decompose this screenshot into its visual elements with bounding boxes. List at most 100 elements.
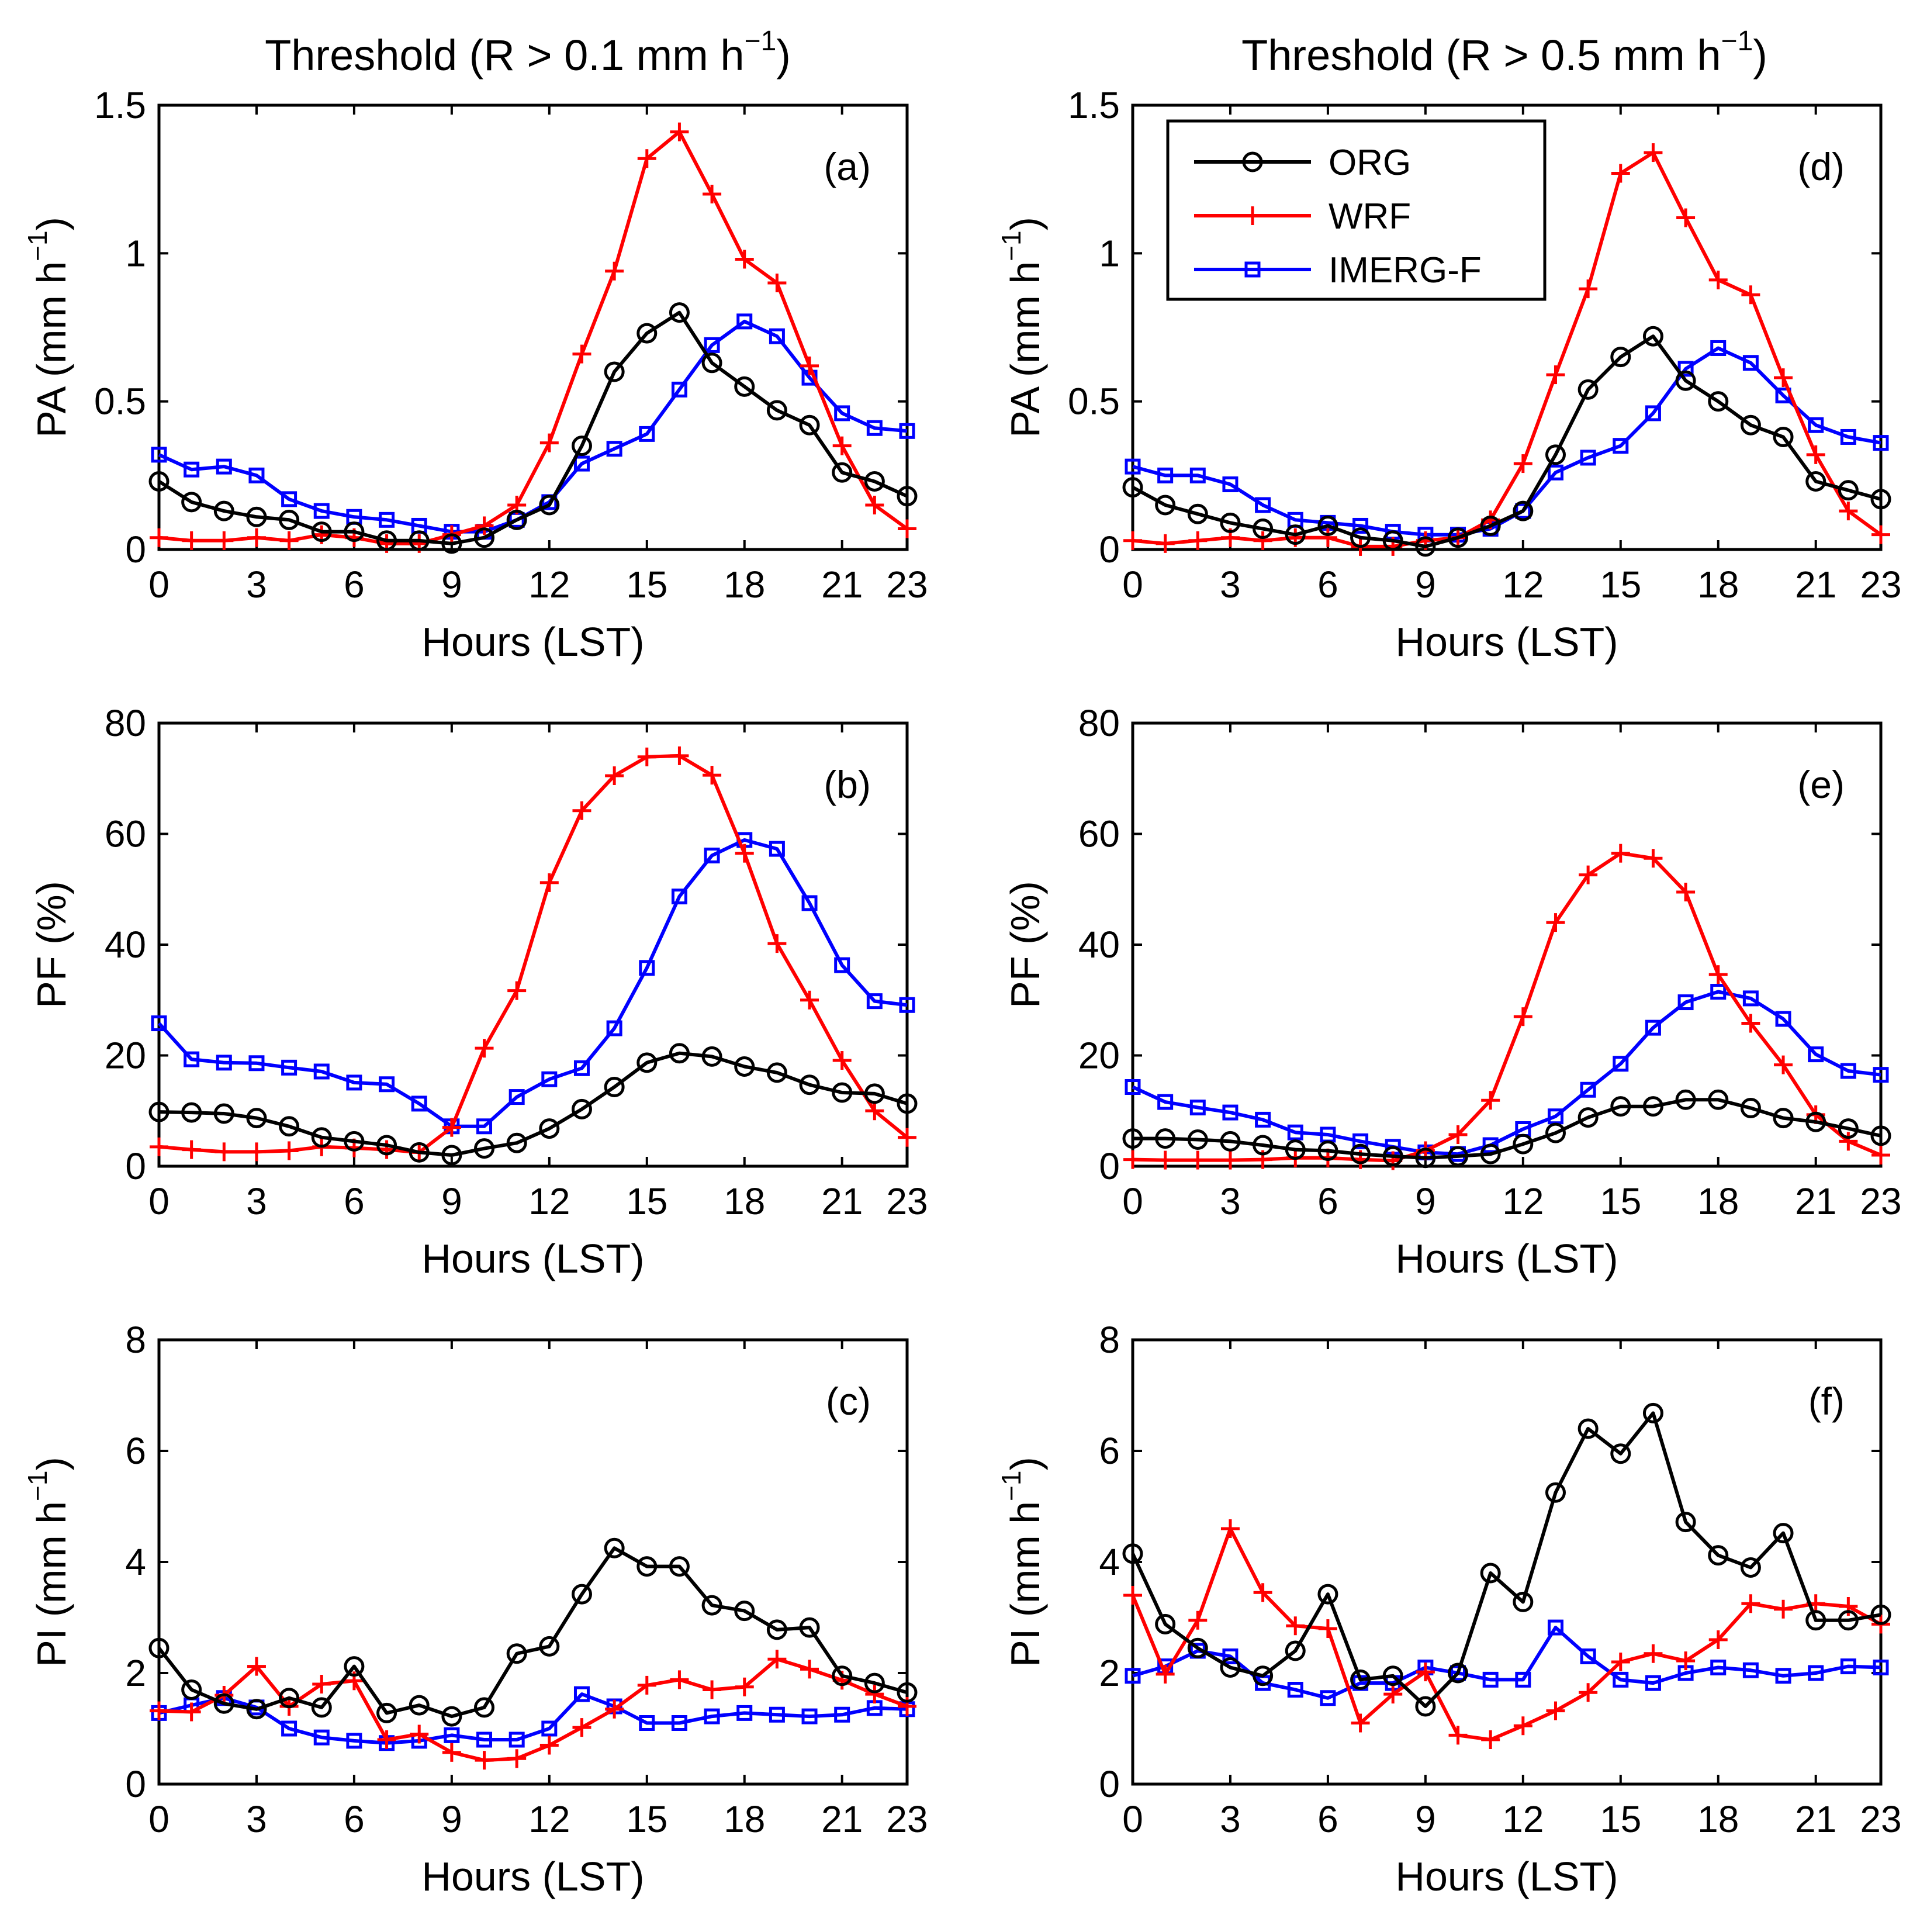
x-tick-label: 0 <box>1122 1180 1143 1222</box>
x-tick-label: 9 <box>441 564 462 606</box>
data-point <box>311 1127 332 1148</box>
data-point <box>1187 503 1208 524</box>
data-point <box>701 352 722 374</box>
data-point <box>1320 1690 1336 1706</box>
data-point <box>701 1046 722 1067</box>
data-point <box>1740 1098 1761 1119</box>
data-point <box>832 1082 853 1103</box>
data-point <box>1317 1584 1338 1605</box>
data-point <box>1740 1557 1761 1578</box>
data-point <box>897 1093 918 1114</box>
series-line <box>157 838 908 1128</box>
data-point <box>1220 1131 1241 1152</box>
data-point <box>1710 340 1727 356</box>
data-point <box>1481 1091 1500 1110</box>
x-tick-label: 9 <box>1415 1180 1436 1222</box>
data-point <box>865 1101 884 1121</box>
data-point <box>898 1128 916 1147</box>
y-tick-label: 6 <box>125 1430 146 1472</box>
data-point <box>767 274 787 292</box>
panel-d: 0 3 6 9 12 15 18 21 23 0 0.5 1 1.5 Hours (LST) PA (mm … <box>996 84 1902 665</box>
data-point <box>1577 379 1599 400</box>
data-point <box>801 1708 818 1724</box>
data-point <box>1188 531 1208 550</box>
data-point <box>897 1682 918 1703</box>
x-axis-label: Hours (LST) <box>421 1236 644 1281</box>
data-point <box>669 1043 690 1064</box>
data-point <box>1708 1089 1729 1110</box>
data-point <box>1742 990 1759 1007</box>
y-axis-label: PF (%) <box>1002 881 1048 1008</box>
data-point <box>476 1118 493 1135</box>
data-point <box>1740 414 1761 436</box>
x-axis-label: Hours (LST) <box>1395 1236 1618 1281</box>
data-point <box>866 993 883 1010</box>
data-point <box>1513 1591 1534 1612</box>
data-point <box>1579 865 1598 884</box>
data-point <box>1547 1619 1563 1636</box>
x-tick-label: 3 <box>1220 564 1241 606</box>
data-point <box>181 1679 202 1700</box>
data-point <box>864 1672 885 1693</box>
data-point <box>800 1660 819 1679</box>
data-point <box>1122 1128 1143 1149</box>
data-point <box>832 436 852 455</box>
data-point <box>1220 1657 1241 1678</box>
column-title-right: Threshold (R > 0.5 mm h−1) <box>1241 26 1767 80</box>
data-point <box>246 1699 267 1720</box>
data-point <box>184 1051 200 1067</box>
data-point <box>1708 965 1728 984</box>
x-tick-label: 21 <box>1795 1798 1836 1840</box>
data-point <box>1220 512 1241 533</box>
data-point <box>1577 1107 1599 1128</box>
x-tick-label: 6 <box>1317 564 1338 606</box>
y-axis-label: PI (mm h−1) <box>22 1457 74 1667</box>
data-point <box>573 1060 590 1076</box>
series-line <box>157 1546 908 1719</box>
data-point <box>1122 477 1143 498</box>
x-tick-label: 15 <box>1600 564 1641 606</box>
data-point <box>1710 1660 1727 1675</box>
data-point <box>151 447 167 463</box>
y-tick-label: 40 <box>1078 924 1120 966</box>
data-point <box>441 1145 462 1166</box>
data-point <box>1382 1146 1403 1167</box>
data-point <box>1382 530 1403 551</box>
y-axis-label: PA (mm h−1) <box>996 217 1048 438</box>
x-tick-label: 3 <box>246 1798 267 1840</box>
data-point <box>151 1015 167 1032</box>
y-tick-label: 0.5 <box>1068 381 1120 423</box>
data-point <box>313 1063 330 1080</box>
data-point <box>1415 1696 1436 1717</box>
x-tick-label: 6 <box>344 564 365 606</box>
y-tick-label: 0 <box>1099 1145 1120 1187</box>
data-point <box>1383 1685 1403 1704</box>
x-tick-label: 0 <box>1122 564 1143 606</box>
data-point <box>344 1131 365 1152</box>
data-point <box>1513 500 1534 521</box>
data-point <box>604 1077 625 1098</box>
x-tick-label: 9 <box>1415 564 1436 606</box>
data-point <box>1808 417 1824 433</box>
legend-item-org: ORG <box>1194 143 1411 183</box>
data-point <box>279 1688 300 1709</box>
data-point <box>1157 1094 1174 1110</box>
y-tick-label: 60 <box>1078 813 1120 855</box>
data-point <box>1838 1118 1859 1139</box>
x-tick-label: 18 <box>724 564 765 606</box>
data-point <box>704 1708 720 1724</box>
data-point <box>1480 1563 1501 1584</box>
data-point <box>1253 519 1274 540</box>
data-point <box>605 1699 624 1719</box>
data-point <box>899 997 915 1013</box>
data-point <box>1352 517 1369 534</box>
data-point <box>181 492 202 513</box>
data-point <box>769 1706 785 1723</box>
data-point <box>539 1636 560 1657</box>
data-point <box>670 746 689 765</box>
series-org <box>148 1043 918 1166</box>
legend-marker <box>1244 261 1261 278</box>
data-point <box>671 381 687 398</box>
data-point <box>539 873 559 892</box>
